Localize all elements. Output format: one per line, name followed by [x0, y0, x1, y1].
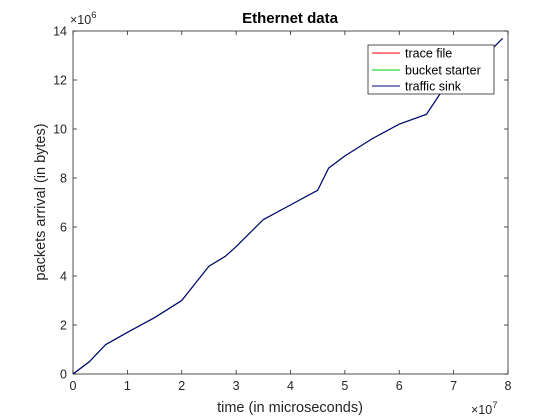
legend-label-bucket-starter: bucket starter [405, 64, 481, 78]
legend: trace file bucket starter traffic sink [367, 44, 495, 95]
x-tick-label: 7 [450, 379, 457, 393]
y-tick-label: 4 [60, 270, 67, 284]
y-tick-label: 2 [60, 319, 67, 333]
y-tick-label: 0 [60, 368, 67, 382]
x-exponent-base: ×10 [471, 403, 492, 417]
y-tick-label: 8 [60, 172, 67, 186]
y-exponent-base: ×10 [70, 13, 91, 27]
y-tick-label: 14 [53, 25, 67, 39]
x-exponent-power: 7 [492, 400, 497, 411]
legend-entry-bucket-starter: bucket starter [372, 64, 481, 78]
y-tick-label: 12 [53, 74, 67, 88]
y-tick-label: 10 [53, 123, 67, 137]
series-line-traffic-sink [72, 37, 503, 375]
y-exponent-power: 6 [91, 10, 96, 21]
chart-title: Ethernet data [242, 10, 339, 27]
x-tick-label: 5 [341, 379, 348, 393]
x-axis-label: time (in microseconds) [217, 400, 363, 416]
x-tick-label: 2 [178, 379, 185, 393]
x-axis-exponent: ×107 [471, 400, 498, 417]
legend-label-traffic-sink: traffic sink [405, 80, 462, 94]
y-tick-label: 6 [60, 221, 67, 235]
legend-entry-trace-file: trace file [372, 47, 452, 61]
x-tick-label: 4 [287, 379, 294, 393]
x-tick-label: 3 [233, 379, 240, 393]
x-tick-label: 8 [505, 379, 512, 393]
x-tick-label: 1 [124, 379, 131, 393]
x-tick-label: 0 [70, 379, 77, 393]
legend-label-trace-file: trace file [405, 47, 452, 61]
y-axis-exponent: ×106 [70, 10, 97, 27]
x-tick-label: 6 [396, 379, 403, 393]
legend-entry-traffic-sink: traffic sink [372, 80, 462, 94]
y-axis-label: packets arrival (in bytes) [33, 123, 49, 280]
series-layer [72, 37, 503, 375]
